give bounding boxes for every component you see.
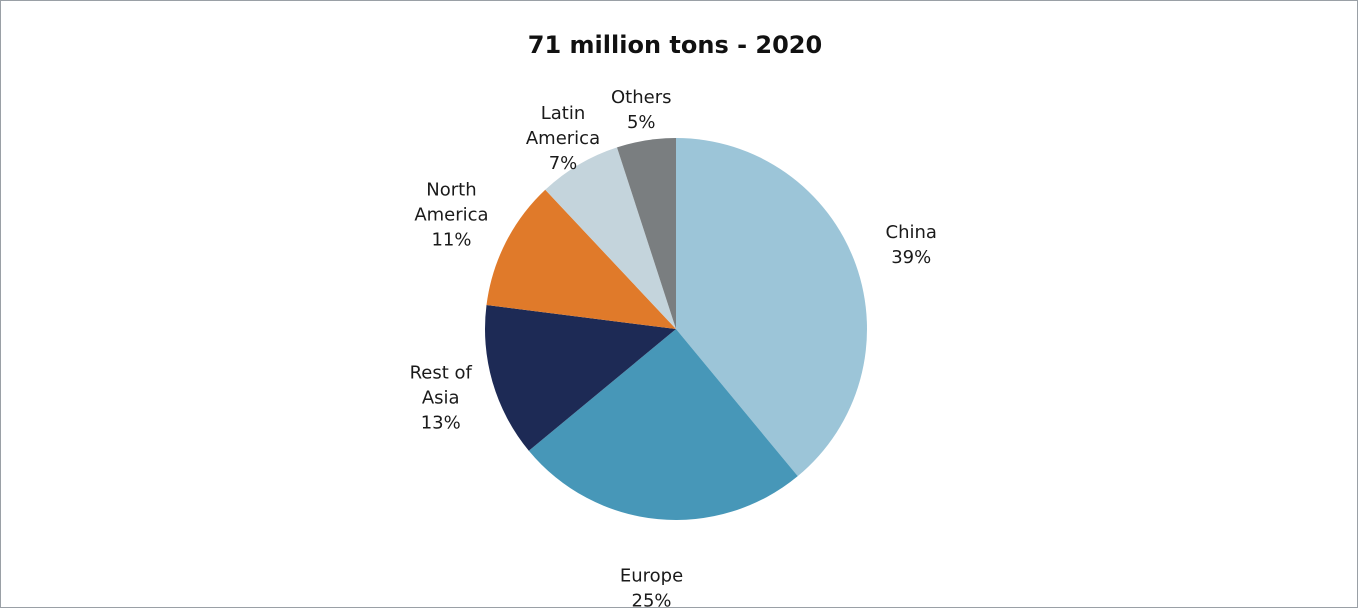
slice-label-north-america: North America 11%: [414, 180, 488, 251]
pie-slice-europe: [528, 329, 798, 520]
slice-label-line: Latin: [541, 103, 586, 124]
slice-label-line: Others: [611, 87, 672, 108]
pie-slice-latin-america: [545, 147, 676, 329]
pie-slice-others: [616, 138, 676, 329]
slice-label-line: America: [414, 205, 488, 226]
pie-slice-rest-of-asia: [485, 305, 676, 451]
slice-value-label: 5%: [627, 112, 656, 133]
slice-value-label: 39%: [891, 247, 931, 268]
slice-value-label: 25%: [632, 590, 672, 609]
slice-label-line: Rest of: [410, 362, 473, 383]
slice-label-europe: Europe 25%: [620, 565, 683, 609]
slice-label-line: North: [426, 180, 476, 201]
slice-label-rest-of-asia: Rest of Asia 13%: [410, 362, 473, 433]
slice-label-china: China 39%: [886, 222, 937, 268]
slice-label-line: America: [526, 128, 600, 149]
pie-labels: China 39% Europe 25% Rest of Asia 13% North Amer…: [410, 87, 937, 609]
pie-slice-north-america: [486, 189, 676, 329]
slice-label-others: Others 5%: [611, 87, 672, 133]
chart-title: 71 million tons - 2020: [528, 31, 822, 59]
pie-slice-china: [676, 138, 867, 477]
slice-label-line: Europe: [620, 565, 683, 586]
slice-label-line: Asia: [422, 387, 460, 408]
pie-slices: [485, 138, 867, 520]
slice-value-label: 7%: [549, 153, 578, 174]
slice-label-latin-america: Latin America 7%: [526, 103, 600, 174]
slice-value-label: 11%: [431, 230, 471, 251]
slice-label-line: China: [886, 222, 937, 243]
slice-value-label: 13%: [421, 412, 461, 433]
